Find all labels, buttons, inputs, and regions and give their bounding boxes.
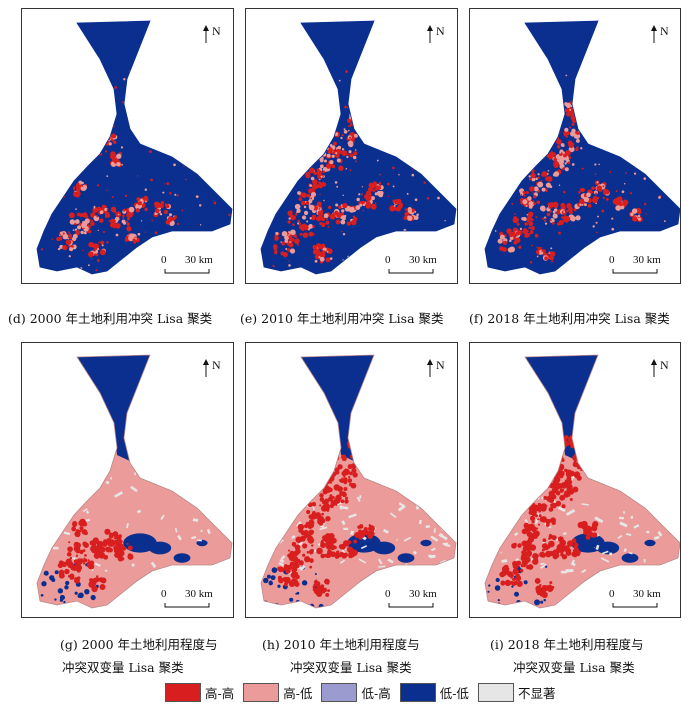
scale-bar-distance: 30 km xyxy=(633,254,661,266)
legend-item-high-low: 高-低 xyxy=(243,682,313,702)
legend: 高-高 高-低 低-高 低-低 不显著 xyxy=(165,681,564,703)
map-panel-i: N 0 30 km xyxy=(469,342,681,618)
caption-e: (e) 2010 年土地利用冲突 Lisa 聚类 xyxy=(240,311,444,326)
scale-bar-zero: 0 xyxy=(385,588,391,600)
scale-bar-zero: 0 xyxy=(161,588,167,600)
caption-g-line1: (g) 2000 年土地利用程度与 xyxy=(60,637,218,652)
region-low-low xyxy=(261,21,456,274)
map-svg-i xyxy=(484,354,680,609)
caption-i-line2: 冲突双变量 Lisa 聚类 xyxy=(513,660,635,675)
map-svg-d xyxy=(36,20,233,275)
scale-bar-distance: 30 km xyxy=(185,254,213,266)
legend-swatch-low-low xyxy=(399,682,436,702)
region-low-low xyxy=(37,21,232,274)
map-svg-e xyxy=(260,20,457,275)
legend-swatch-low-high xyxy=(321,682,358,702)
legend-item-low-low: 低-低 xyxy=(399,682,469,702)
legend-swatch-high-low xyxy=(243,682,280,702)
caption-h-line1: (h) 2010 年土地利用程度与 xyxy=(262,637,420,652)
caption-h-line2: 冲突双变量 Lisa 聚类 xyxy=(290,660,412,675)
scale-bar-zero: 0 xyxy=(609,254,615,266)
scale-bar-zero: 0 xyxy=(609,588,615,600)
region-high-low xyxy=(261,355,456,608)
caption-g-line2: 冲突双变量 Lisa 聚类 xyxy=(62,660,184,675)
legend-item-not-significant: 不显著 xyxy=(477,682,556,702)
scale-bar-zero: 0 xyxy=(385,254,391,266)
scale-bar-zero: 0 xyxy=(161,254,167,266)
legend-label-low-low: 低-低 xyxy=(439,685,469,701)
map-svg-h xyxy=(260,354,457,609)
map-svg-f xyxy=(484,20,680,275)
map-panel-e: N 0 30 km xyxy=(245,8,458,284)
legend-label-high-low: 高-低 xyxy=(283,685,313,701)
caption-d: (d) 2000 年土地利用冲突 Lisa 聚类 xyxy=(8,311,213,326)
map-panel-g: N 0 30 km xyxy=(21,342,234,618)
legend-swatch-not-significant xyxy=(477,682,514,702)
map-svg-g xyxy=(36,354,233,609)
north-arrow-label: N xyxy=(212,358,221,372)
north-arrow-label: N xyxy=(212,24,221,38)
map-panel-h: N 0 30 km xyxy=(245,342,458,618)
map-panel-d: N 0 30 km xyxy=(21,8,234,284)
scale-bar-distance: 30 km xyxy=(409,588,437,600)
caption-i-line1: (i) 2018 年土地利用程度与 xyxy=(490,637,644,652)
scale-bar-distance: 30 km xyxy=(633,588,661,600)
region-low-low xyxy=(485,21,680,274)
legend-label-not-significant: 不显著 xyxy=(517,685,556,701)
legend-swatch-high-high xyxy=(165,682,201,702)
north-arrow-label: N xyxy=(436,24,445,38)
legend-label-low-high: 低-高 xyxy=(361,685,391,701)
legend-item-high-high: 高-高 xyxy=(165,682,235,702)
legend-item-low-high: 低-高 xyxy=(321,682,391,702)
map-panel-f: N 0 30 km xyxy=(469,8,681,284)
north-arrow-label: N xyxy=(436,358,445,372)
north-arrow-label: N xyxy=(660,358,669,372)
legend-label-high-high: 高-高 xyxy=(205,685,235,701)
caption-f: (f) 2018 年土地利用冲突 Lisa 聚类 xyxy=(469,311,670,326)
north-arrow-label: N xyxy=(660,24,669,38)
scale-bar-distance: 30 km xyxy=(409,254,437,266)
scale-bar-distance: 30 km xyxy=(185,588,213,600)
